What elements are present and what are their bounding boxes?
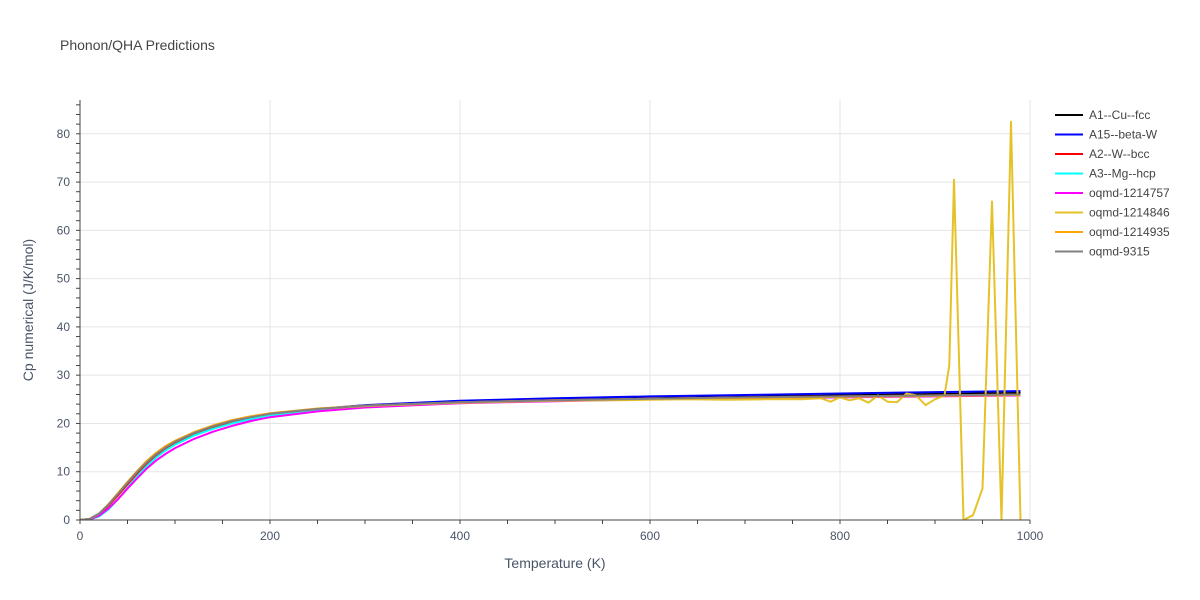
series-line-A1--Cu--fcc (80, 392, 1021, 520)
legend-label: oqmd-1214935 (1089, 225, 1170, 239)
series-line-A2--W--bcc (80, 393, 1021, 520)
legend[interactable]: A1--Cu--fcc A15--beta-W A2--W--bcc A3--Mg--… (1055, 108, 1170, 259)
legend-item[interactable]: A2--W--bcc (1055, 147, 1149, 161)
legend-label: A1--Cu--fcc (1089, 108, 1150, 122)
y-tick-labels: 0 10 20 30 40 50 60 70 80 (57, 127, 71, 527)
legend-label: A2--W--bcc (1089, 147, 1149, 161)
legend-item[interactable]: oqmd-1214935 (1055, 225, 1170, 239)
x-tick-labels: 0 200 400 600 800 1000 (77, 529, 1044, 543)
series-lines (80, 120, 1022, 520)
legend-item[interactable]: A3--Mg--hcp (1055, 167, 1156, 181)
y-tick-label: 0 (63, 513, 70, 527)
legend-item[interactable]: oqmd-1214757 (1055, 186, 1170, 200)
gridlines (80, 100, 1031, 520)
y-tick-label: 70 (57, 175, 71, 189)
legend-item[interactable]: oqmd-1214846 (1055, 206, 1170, 220)
x-tick-label: 200 (260, 529, 280, 543)
x-tick-label: 600 (640, 529, 660, 543)
legend-item[interactable]: oqmd-9315 (1055, 245, 1150, 259)
minor-ticks (76, 104, 1031, 524)
series-line-A15--beta-W (80, 390, 1021, 520)
series-line-A3--Mg--hcp (80, 394, 1021, 520)
series-line-oqmd-1214757 (80, 394, 1021, 520)
y-tick-label: 40 (57, 320, 71, 334)
x-tick-label: 400 (450, 529, 470, 543)
x-tick-label: 0 (77, 529, 84, 543)
chart-title: Phonon/QHA Predictions (60, 37, 215, 53)
legend-item[interactable]: A1--Cu--fcc (1055, 108, 1150, 122)
y-tick-label: 30 (57, 368, 71, 382)
y-tick-label: 50 (57, 272, 71, 286)
y-axis-title: Cp numerical (J/K/mol) (20, 239, 36, 381)
legend-label: oqmd-9315 (1089, 245, 1150, 259)
x-tick-label: 800 (830, 529, 850, 543)
series-line-oqmd-9315 (80, 393, 1021, 520)
axes (79, 100, 1030, 521)
plot-area (80, 120, 1022, 520)
y-tick-label: 20 (57, 416, 71, 430)
legend-item[interactable]: A15--beta-W (1055, 128, 1158, 142)
x-tick-label: 1000 (1017, 529, 1044, 543)
y-tick-label: 60 (57, 223, 71, 237)
x-axis-title: Temperature (K) (504, 555, 605, 571)
series-line-oqmd-1214935 (80, 394, 1021, 520)
legend-label: A3--Mg--hcp (1089, 167, 1156, 181)
series-line-oqmd-1214846 (80, 120, 1022, 520)
y-tick-label: 80 (57, 127, 71, 141)
legend-label: oqmd-1214846 (1089, 206, 1170, 220)
y-tick-label: 10 (57, 465, 71, 479)
legend-label: A15--beta-W (1089, 128, 1158, 142)
legend-label: oqmd-1214757 (1089, 186, 1170, 200)
